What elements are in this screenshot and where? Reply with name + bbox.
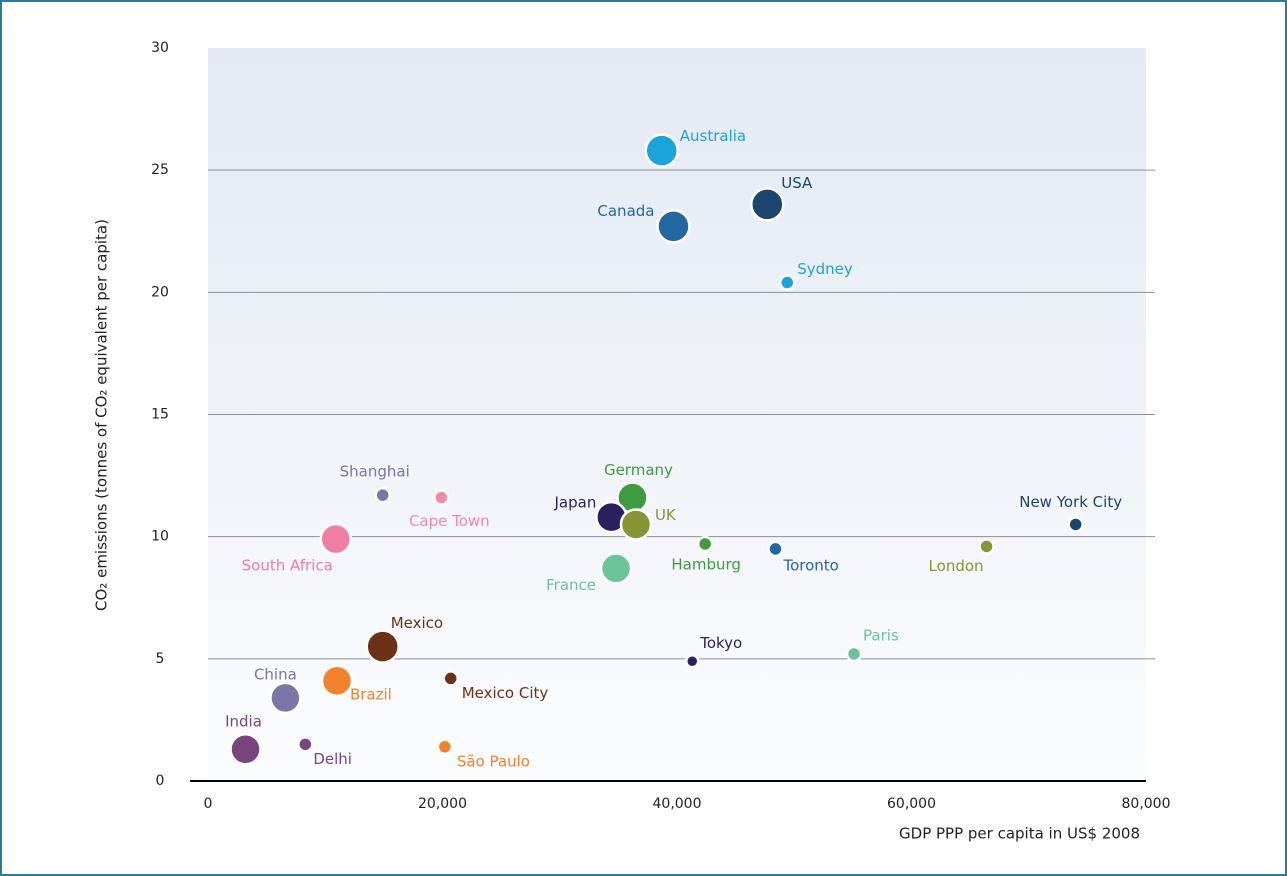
x-tick-label: 80,000 xyxy=(1122,796,1171,812)
point-label: Germany xyxy=(604,461,673,479)
x-tick-label: 0 xyxy=(204,796,213,812)
bubble xyxy=(365,629,400,664)
bubble xyxy=(319,522,353,556)
point-label: India xyxy=(225,713,262,731)
bubble xyxy=(978,538,995,555)
y-tick-label: 30 xyxy=(151,40,169,56)
bubble xyxy=(599,552,633,585)
point-label: New York City xyxy=(1019,493,1122,511)
bubble xyxy=(297,736,314,753)
x-tick-label: 40,000 xyxy=(653,796,702,812)
y-tick-label: 0 xyxy=(156,773,165,789)
bubble xyxy=(433,489,450,506)
bubble xyxy=(374,486,391,504)
point-label: Sydney xyxy=(797,260,853,278)
bubble xyxy=(229,732,262,766)
point-label: Australia xyxy=(680,127,746,145)
y-tick-label: 25 xyxy=(151,162,169,178)
point-label: China xyxy=(254,665,297,683)
bubble xyxy=(750,187,785,222)
point-label: Mexico City xyxy=(462,684,549,702)
point-label: Cape Town xyxy=(409,512,490,530)
y-tick-label: 20 xyxy=(151,284,169,300)
bubble xyxy=(1067,516,1084,533)
point-label: Delhi xyxy=(313,750,352,768)
point-label: UK xyxy=(655,506,677,524)
point-label: Toronto xyxy=(782,556,838,574)
point-label: South Africa xyxy=(242,557,333,575)
bubble xyxy=(269,681,302,715)
bubble xyxy=(778,274,796,291)
point-label: USA xyxy=(781,174,813,192)
bubble xyxy=(845,645,863,663)
y-tick-label: 5 xyxy=(156,651,165,667)
y-tick-label: 10 xyxy=(151,529,169,545)
point-label: São Paulo xyxy=(457,752,530,770)
x-tick-label: 20,000 xyxy=(418,796,467,812)
point-label: Shanghai xyxy=(340,463,410,481)
bubble xyxy=(696,535,714,553)
bubble xyxy=(619,508,653,541)
y-axis-label: CO₂ emissions (tonnes of CO₂ equivalent … xyxy=(93,219,111,611)
point-label: Paris xyxy=(863,626,899,644)
x-axis-label: GDP PPP per capita in US$ 2008 xyxy=(899,825,1140,843)
bubble xyxy=(767,540,784,558)
point-label: London xyxy=(929,557,984,575)
point-label: Hamburg xyxy=(671,555,741,573)
point-label: Tokyo xyxy=(699,634,742,652)
point-label: Brazil xyxy=(350,685,392,703)
bubble xyxy=(684,654,700,669)
point-label: France xyxy=(546,576,596,594)
point-label: Mexico xyxy=(391,614,443,632)
point-label: Japan xyxy=(553,494,596,512)
point-label: Canada xyxy=(597,202,654,220)
x-tick-label: 60,000 xyxy=(887,796,936,812)
bubble xyxy=(442,670,459,687)
bubble xyxy=(644,133,680,168)
y-tick-label: 15 xyxy=(151,407,169,423)
bubble xyxy=(436,738,454,756)
bubble xyxy=(320,664,354,698)
bubble xyxy=(656,209,691,244)
